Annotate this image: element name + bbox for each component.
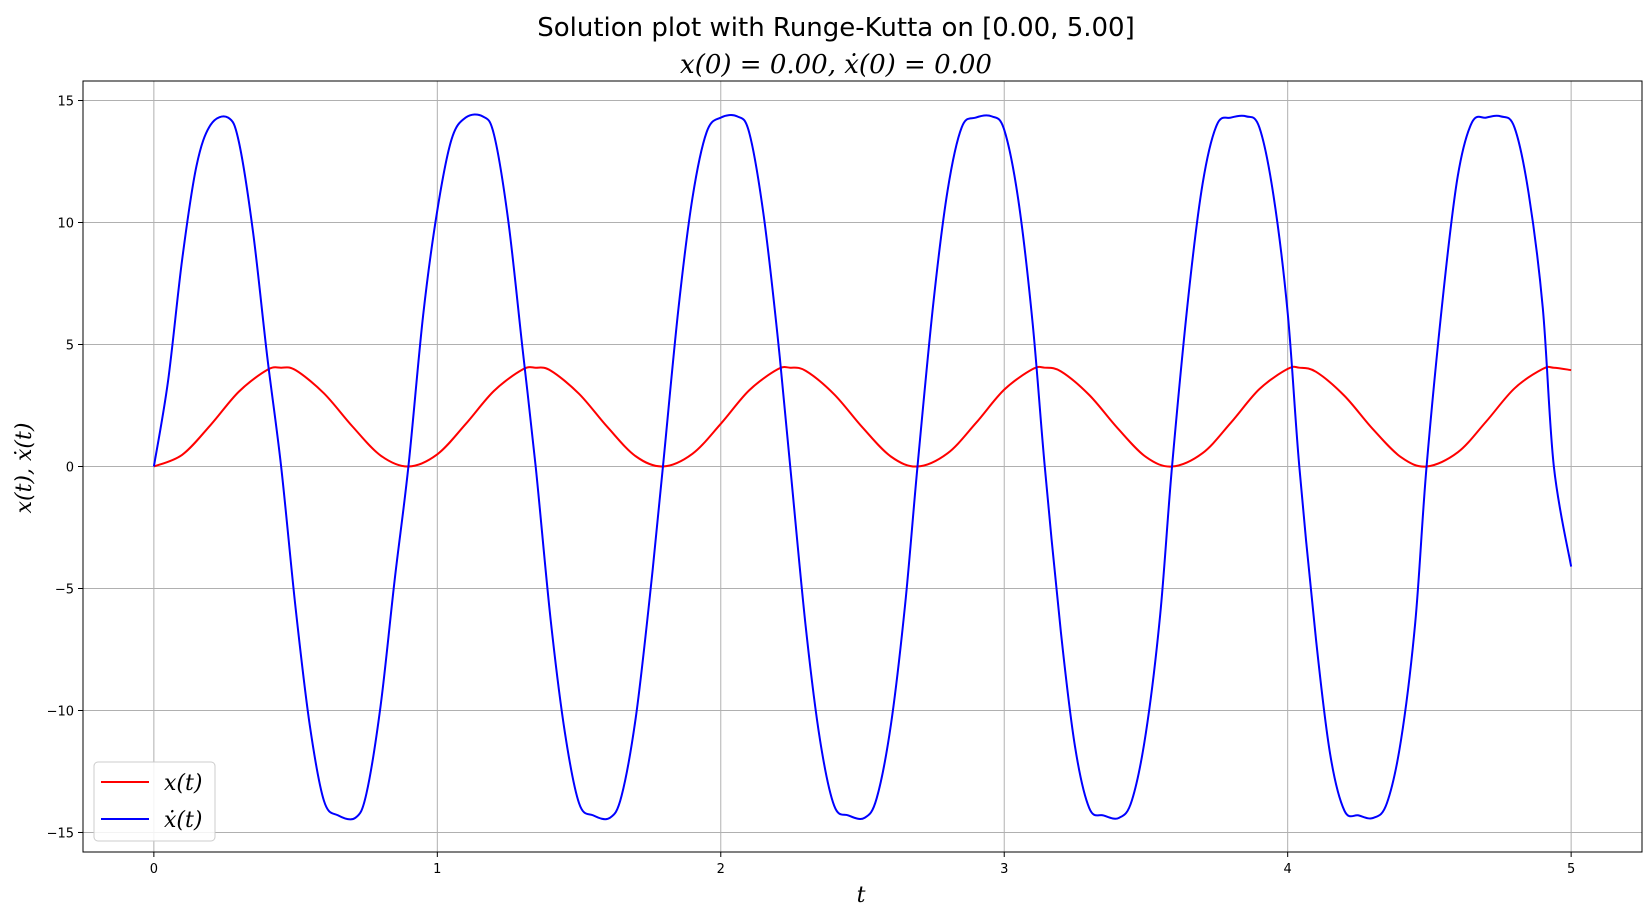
series-layer <box>152 113 1573 821</box>
legend: x(t) ẋ(t) <box>93 761 216 842</box>
chart-subtitle: x(0) = 0.00, ẋ(0) = 0.00 <box>680 50 992 80</box>
series-xdot-line <box>152 113 1573 821</box>
y-axis-label: x(t), ẋ(t) <box>12 423 37 514</box>
x-tick-label: 0 <box>150 862 158 877</box>
x-axis-label: t <box>857 883 866 908</box>
legend-label-xdot: ẋ(t) <box>164 808 202 833</box>
chart-title: Solution plot with Runge-Kutta on [0.00,… <box>537 13 1135 43</box>
ticks: 0 1 2 3 4 5 −15 −10 −5 0 5 10 15 <box>47 95 1576 877</box>
legend-label-x: x(t) <box>164 771 202 796</box>
x-tick-label: 1 <box>433 862 441 877</box>
x-tick-label: 5 <box>1567 862 1575 877</box>
grid <box>83 81 1642 852</box>
x-tick-label: 3 <box>1000 862 1008 877</box>
y-tick-label: 5 <box>66 339 74 354</box>
y-tick-label: 15 <box>57 95 74 110</box>
plot-area: 0 1 2 3 4 5 −15 −10 −5 0 5 10 15 <box>47 80 1643 877</box>
y-tick-label: 10 <box>57 217 74 232</box>
x-tick-label: 4 <box>1284 862 1292 877</box>
y-tick-label: −15 <box>47 826 74 841</box>
y-tick-label: −5 <box>55 582 74 597</box>
series-x-line <box>153 365 1572 468</box>
y-tick-label: 0 <box>66 461 74 476</box>
y-tick-label: −10 <box>47 704 74 719</box>
x-tick-label: 2 <box>717 862 725 877</box>
